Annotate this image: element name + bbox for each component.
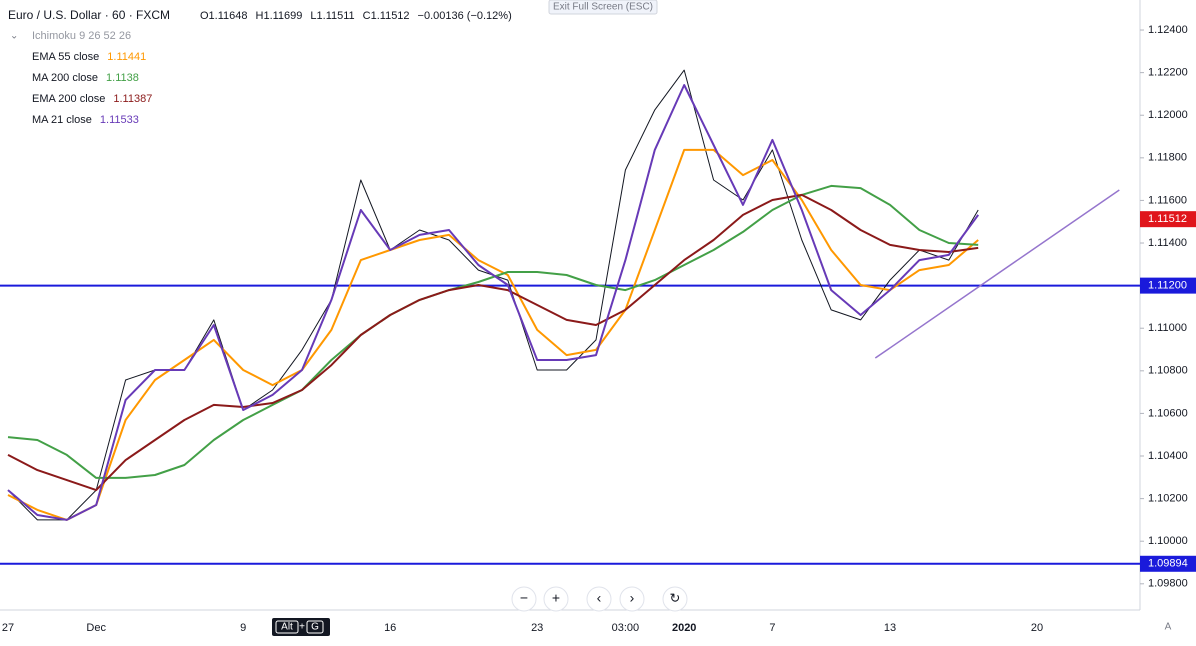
price-label: 1.11200 — [1148, 280, 1187, 292]
chart-title: Euro / U.S. Dollar · 60 · FXCM — [8, 8, 170, 22]
y-tick-label: 1.11400 — [1148, 237, 1187, 249]
scroll-left-icon[interactable]: ‹ — [597, 590, 602, 606]
x-tick-label: 16 — [384, 622, 396, 634]
trend-line — [874, 189, 1120, 359]
x-tick-label: 2020 — [672, 622, 696, 634]
ma-line — [7, 193, 979, 492]
ohlc-value: −0.00136 (−0.12%) — [418, 10, 512, 22]
collapse-icon[interactable]: ⌄ — [10, 31, 18, 42]
key-box — [275, 620, 299, 634]
ohlc-value: C1.11512 — [363, 10, 410, 22]
y-tick-label: 1.10400 — [1148, 450, 1188, 462]
legend-value: 1.1138 — [106, 72, 139, 84]
ohlc-value: O1.11648 — [200, 10, 248, 22]
auto-button[interactable]: A — [1165, 622, 1172, 633]
ma-line — [7, 184, 979, 479]
price-label-box — [1140, 277, 1196, 294]
y-tick-label: 1.12200 — [1148, 67, 1188, 79]
key-label: G — [311, 622, 319, 633]
reset-icon[interactable]: ↻ — [670, 590, 681, 605]
zoom-in[interactable] — [543, 586, 569, 612]
legend-name: MA 21 close — [32, 114, 92, 126]
zoom-out-icon[interactable]: − — [520, 590, 528, 606]
ohlc-value: H1.11699 — [256, 10, 303, 22]
reset[interactable] — [662, 586, 688, 612]
legend-name: EMA 55 close — [32, 51, 99, 63]
last-price-label: 1.11512 — [1148, 213, 1187, 225]
exit-button[interactable] — [548, 0, 658, 15]
key-label: Alt — [281, 622, 293, 633]
x-tick-label: 9 — [240, 622, 246, 634]
y-tick-label: 1.11600 — [1148, 194, 1187, 206]
y-tick-label: 1.12400 — [1148, 24, 1188, 36]
y-tick-label: 1.11800 — [1148, 152, 1187, 164]
zoom-out[interactable] — [511, 586, 537, 612]
y-tick-label: 1.10800 — [1148, 365, 1188, 377]
y-tick-label: 1.11000 — [1148, 322, 1187, 334]
legend-value: 1.11441 — [107, 51, 146, 63]
scroll-right-icon[interactable]: › — [630, 590, 635, 606]
y-tick-label: 1.10000 — [1148, 535, 1188, 547]
last-price-box — [1140, 211, 1196, 228]
x-tick-label: 27 — [2, 622, 14, 634]
ohlc: O1.11648 H1.11699 L1.11511 C1.11512 −0.00136… — [200, 10, 512, 22]
x-tick-label: 13 — [884, 622, 896, 634]
y-tick-label: 1.10600 — [1148, 407, 1188, 419]
price-label: 1.09894 — [1148, 558, 1188, 570]
key-box — [306, 620, 324, 634]
indicator-label: Ichimoku 9 26 52 26 — [32, 30, 131, 42]
x-tick-label: 23 — [531, 622, 543, 634]
legend-value: 1.11387 — [113, 93, 152, 105]
scroll-left[interactable] — [586, 586, 612, 612]
toolbar: − + ‹ › ↻ — [511, 586, 688, 612]
price-label-box — [1140, 555, 1196, 572]
legend-name: MA 200 close — [32, 72, 98, 84]
x-tick-label: 20 — [1031, 622, 1043, 634]
legend-name: EMA 200 close — [32, 93, 105, 105]
shortcut-hint — [272, 618, 330, 636]
ohlc-value: L1.11511 — [310, 10, 354, 22]
key-label: + — [299, 622, 305, 633]
y-tick-label: 1.10200 — [1148, 493, 1188, 505]
y-tick-label: 1.09800 — [1148, 578, 1188, 590]
x-tick-label: 03:00 — [612, 622, 640, 634]
x-tick-label: 7 — [769, 622, 775, 634]
exit-button-label[interactable]: Exit Full Screen (ESC) — [553, 2, 653, 13]
zoom-in-icon[interactable]: + — [552, 590, 560, 606]
legend-value: 1.11533 — [100, 114, 139, 126]
y-tick-label: 1.12000 — [1148, 109, 1188, 121]
x-tick-label: Dec — [86, 622, 106, 634]
ma-line — [7, 84, 980, 521]
scroll-right[interactable] — [619, 586, 645, 612]
